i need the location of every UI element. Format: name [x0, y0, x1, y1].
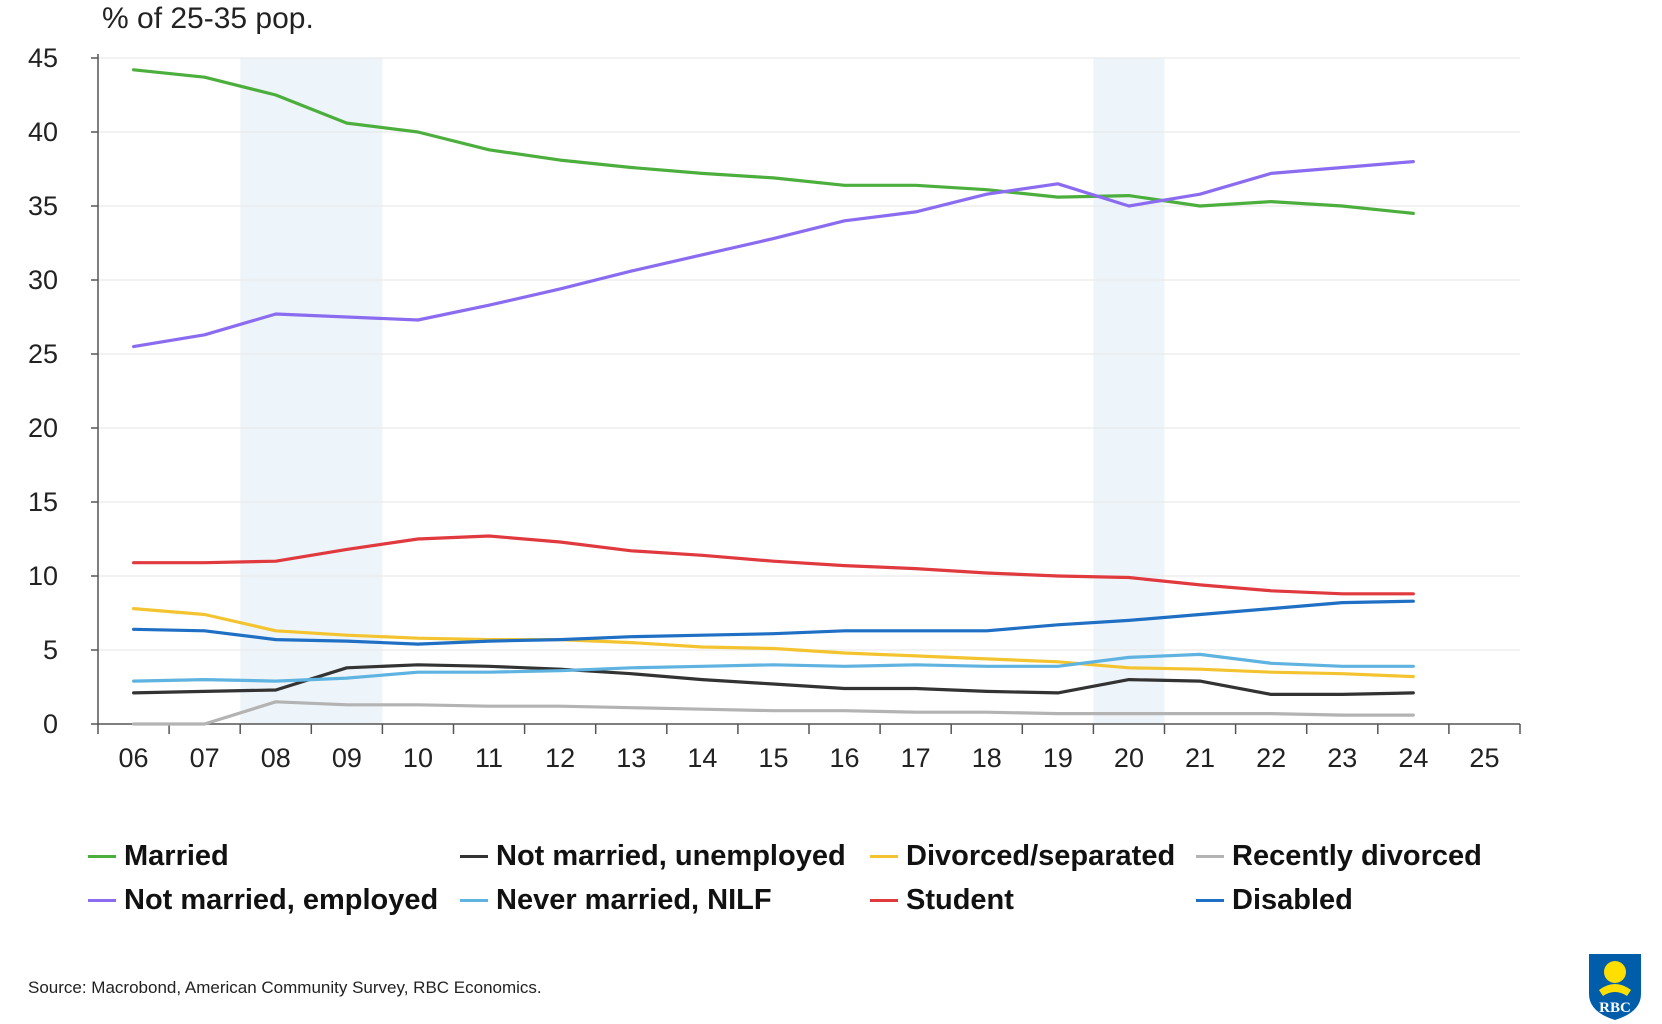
- x-tick-label-17: 17: [901, 743, 931, 773]
- legend-item-recently-divorced: Recently divorced: [1196, 840, 1482, 873]
- x-tick-label-21: 21: [1185, 743, 1215, 773]
- y-tick-label-20: 20: [28, 413, 58, 443]
- x-tick-label-11: 11: [475, 743, 503, 773]
- legend-item-not-married-employed: Not married, employed: [88, 884, 438, 917]
- legend-label: Recently divorced: [1232, 840, 1482, 872]
- y-tick-label-10: 10: [28, 561, 58, 591]
- rbc-lion-body: [1599, 984, 1631, 996]
- x-tick-label-12: 12: [545, 743, 575, 773]
- legend-item-never-married-nilf: Never married, NILF: [460, 884, 772, 917]
- series-line-not-married-unemployed: [132, 663, 1415, 697]
- legend-swatch: [88, 855, 116, 858]
- x-tick-label-24: 24: [1398, 743, 1428, 773]
- x-tick-label-09: 09: [332, 743, 362, 773]
- x-tick-label-23: 23: [1327, 743, 1357, 773]
- legend-label: Married: [124, 840, 229, 872]
- series-line-student: [132, 534, 1415, 596]
- y-tick-label-0: 0: [43, 709, 58, 739]
- x-tick-label-25: 25: [1469, 743, 1499, 773]
- legend-swatch: [460, 855, 488, 858]
- x-tick-label-22: 22: [1256, 743, 1286, 773]
- legend-item-divorced-separated: Divorced/separated: [870, 840, 1175, 873]
- legend-label: Disabled: [1232, 884, 1353, 916]
- x-tick-label-15: 15: [758, 743, 788, 773]
- shaded-period-1: [1093, 58, 1165, 724]
- x-tick-label-13: 13: [616, 743, 646, 773]
- y-tick-label-25: 25: [28, 339, 58, 369]
- series-line-divorced-separated: [132, 606, 1415, 679]
- legend-label: Never married, NILF: [496, 884, 772, 916]
- x-tick-label-10: 10: [403, 743, 433, 773]
- y-tick-label-5: 5: [43, 635, 58, 665]
- x-tick-label-14: 14: [687, 743, 717, 773]
- legend-swatch: [88, 899, 116, 902]
- legend-label: Not married, unemployed: [496, 840, 846, 872]
- legend-swatch: [1196, 899, 1224, 902]
- legend-item-married: Married: [88, 840, 229, 873]
- shaded-period-0: [240, 58, 383, 724]
- x-tick-labels: 06 07 08 09 10 11 12 13 14 15 16 17 18 19 20 21 22 23 24 25: [97, 724, 1521, 773]
- legend-item-student: Student: [870, 884, 1014, 917]
- rbc-logo: RBC: [1589, 954, 1641, 1020]
- x-tick-label-06: 06: [119, 743, 149, 773]
- y-tick-label-35: 35: [28, 191, 58, 221]
- legend-item-not-married-unemployed: Not married, unemployed: [460, 840, 846, 873]
- legend-swatch: [460, 899, 488, 902]
- gridlines: [91, 57, 1520, 725]
- y-tick-label-15: 15: [28, 487, 58, 517]
- y-tick-label-30: 30: [28, 265, 58, 295]
- legend-label: Divorced/separated: [906, 840, 1176, 872]
- x-tick-label-20: 20: [1114, 743, 1144, 773]
- legend-swatch: [1196, 855, 1224, 858]
- y-tick-label-40: 40: [28, 117, 58, 147]
- x-tick-label-19: 19: [1043, 743, 1073, 773]
- source-note: Source: Macrobond, American Community Su…: [28, 978, 542, 997]
- x-tick-label-18: 18: [972, 743, 1002, 773]
- legend-label: Not married, employed: [124, 884, 439, 916]
- series-lines: [132, 68, 1415, 726]
- legend-swatch: [870, 855, 898, 858]
- legend-item-disabled: Disabled: [1196, 884, 1353, 917]
- series-line-recently-divorced: [132, 700, 1415, 726]
- x-tick-label-07: 07: [190, 743, 220, 773]
- x-tick-label-16: 16: [830, 743, 860, 773]
- legend-swatch: [870, 899, 898, 902]
- y-tick-label-45: 45: [28, 43, 58, 73]
- legend-label: Student: [906, 884, 1014, 916]
- rbc-lion-head: [1604, 961, 1626, 983]
- y-tick-labels: 0 5 10 15 20 25 30 35 40 45: [28, 43, 58, 739]
- x-tick-label-08: 08: [261, 743, 291, 773]
- rbc-logo-text: RBC: [1599, 1000, 1631, 1016]
- series-line-disabled: [132, 599, 1415, 646]
- series-line-married: [132, 68, 1415, 215]
- y-axis-label: % of 25-35 pop.: [102, 2, 314, 35]
- series-line-never-married-nilf: [132, 652, 1415, 683]
- shaded-periods: [240, 58, 1165, 724]
- series-line-not-married-employed: [132, 160, 1415, 349]
